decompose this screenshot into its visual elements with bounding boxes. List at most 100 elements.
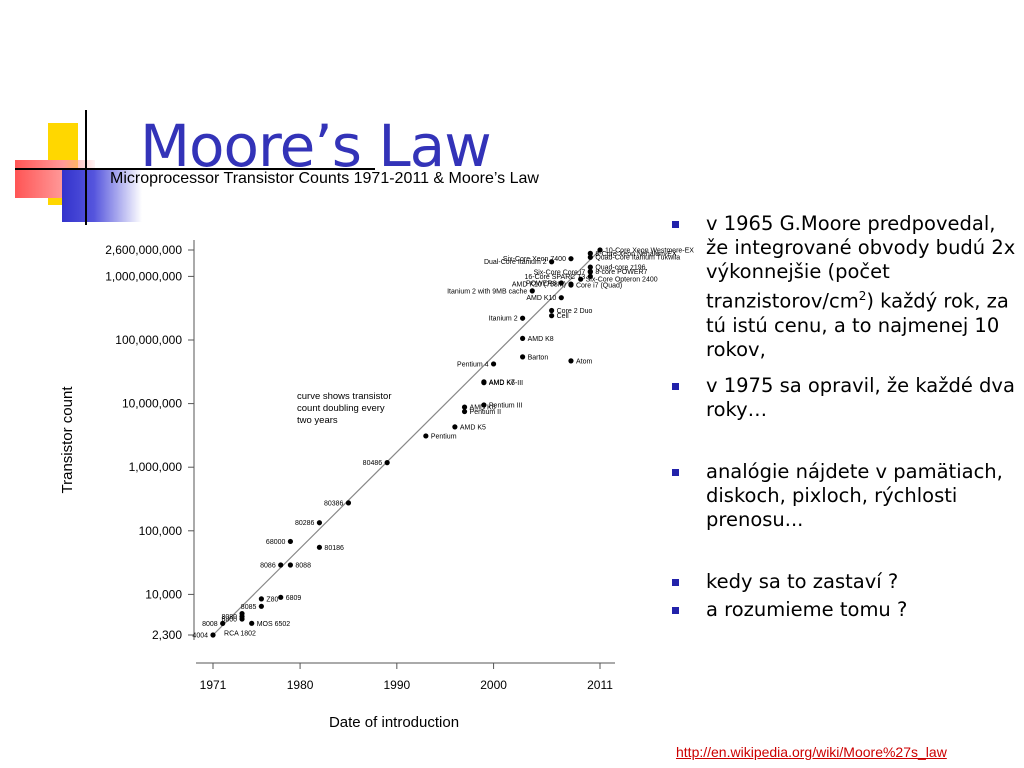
data-point-label: Pentium II bbox=[470, 409, 502, 416]
data-point-label: 8088 bbox=[295, 562, 311, 569]
bullet-item-2: v 1975 sa opravil, že každé dva roky… bbox=[672, 374, 1017, 422]
data-point bbox=[258, 596, 264, 602]
data-point-label: Itanium 2 with 9MB cache bbox=[447, 288, 527, 295]
data-point-label: 8-core POWER7 bbox=[595, 269, 647, 276]
bullet-item-3: analógie nájdete v pamätiach, diskoch, p… bbox=[672, 460, 1017, 532]
square-bullet-icon bbox=[672, 382, 679, 390]
y-tick-label: 2,300 bbox=[152, 628, 182, 642]
data-point-label: Core 2 Duo bbox=[557, 308, 593, 315]
square-bullet-icon bbox=[672, 221, 679, 228]
data-point bbox=[461, 404, 468, 410]
data-point bbox=[558, 280, 564, 286]
source-link[interactable]: http://en.wikipedia.org/wiki/Moore%27s_l… bbox=[676, 744, 947, 760]
data-point-label: Barton bbox=[528, 354, 549, 361]
square-bullet-icon bbox=[672, 468, 679, 476]
data-point bbox=[316, 520, 323, 526]
data-point-label: Z80 bbox=[266, 596, 278, 603]
bullet-item-1: v 1965 G.Moore predpovedal, že integrova… bbox=[672, 212, 1017, 362]
data-point-label: 8085 bbox=[241, 604, 257, 611]
data-point-label: Pentium 4 bbox=[457, 361, 489, 368]
decor-vertical-line bbox=[85, 110, 87, 225]
data-point bbox=[587, 264, 593, 270]
data-point bbox=[461, 408, 468, 415]
bullet-list: v 1965 G.Moore predpovedal, že integrova… bbox=[672, 212, 1017, 622]
data-point-label: AMD K6-III bbox=[489, 380, 523, 387]
y-tick-label: 2,600,000,000 bbox=[105, 243, 182, 257]
data-point bbox=[597, 247, 603, 253]
x-tick-label: 2000 bbox=[480, 678, 507, 692]
y-tick-label: 1,000,000,000 bbox=[105, 269, 182, 283]
data-point-label: Six-Core Opteron 2400 bbox=[586, 277, 658, 284]
data-point bbox=[481, 379, 487, 385]
y-tick-label: 1,000,000 bbox=[129, 460, 183, 474]
data-point-label: Dual-Core Itanium 2 bbox=[484, 259, 547, 266]
data-point bbox=[529, 288, 535, 294]
x-tick-label: 1980 bbox=[287, 678, 314, 692]
data-point-label: Core i7 (Quad) bbox=[576, 283, 622, 290]
chart-title: Microprocessor Transistor Counts 1971-20… bbox=[110, 170, 539, 187]
data-point-label: AMD K10 (758M) bbox=[512, 282, 566, 289]
trend-line bbox=[212, 249, 601, 636]
data-point-label: AMD K10 bbox=[526, 295, 556, 302]
data-point bbox=[345, 500, 352, 506]
data-point-label: 8008 bbox=[202, 621, 218, 628]
data-point-label: AMD K6 bbox=[470, 405, 496, 412]
data-point bbox=[316, 544, 323, 550]
data-point-label: Pentium bbox=[431, 433, 457, 440]
data-point bbox=[210, 632, 216, 638]
slide-title: Moore’s Law bbox=[140, 112, 492, 180]
data-point bbox=[587, 273, 593, 279]
data-point-label: AMD K7 bbox=[489, 379, 515, 386]
data-point bbox=[568, 281, 574, 287]
data-point-label: 6809 bbox=[286, 595, 302, 602]
y-tick-label: 10,000 bbox=[145, 587, 182, 601]
y-tick-label: 100,000 bbox=[139, 524, 183, 538]
data-point-label: 80286 bbox=[295, 520, 315, 527]
data-point bbox=[520, 315, 526, 321]
data-point bbox=[490, 361, 497, 367]
data-point-label: 8-Core Xeon Nehalem-EX bbox=[595, 251, 677, 258]
data-point bbox=[239, 610, 245, 617]
data-point bbox=[520, 354, 526, 360]
chart-axes: 2,300 10,000 100,000 1,000,000 10,000,000 100… bbox=[105, 240, 615, 692]
data-point-label: Pentium III bbox=[489, 403, 523, 410]
data-point-label: 4004 bbox=[192, 633, 208, 640]
data-point bbox=[423, 433, 429, 439]
x-tick-label: 1971 bbox=[200, 678, 227, 692]
data-point bbox=[558, 295, 564, 301]
data-point bbox=[520, 335, 526, 342]
data-point bbox=[278, 562, 284, 568]
data-point-label: Six-Core Core i7 bbox=[534, 270, 586, 277]
data-point-label: 6800 bbox=[221, 617, 237, 624]
annotation-line: two years bbox=[297, 415, 338, 426]
annotation-line: count doubling every bbox=[297, 403, 385, 414]
data-point bbox=[249, 620, 255, 626]
x-axis-label: Date of introduction bbox=[329, 714, 459, 731]
decor-horizontal-line bbox=[15, 168, 375, 170]
bullet-item-4: kedy sa to zastaví ? bbox=[672, 570, 1017, 594]
data-point-label: 10-Core Xeon Westmere-EX bbox=[605, 248, 694, 255]
data-point bbox=[278, 594, 284, 600]
square-bullet-icon bbox=[672, 606, 679, 614]
data-point-label: Six-Core Xeon 7400 bbox=[503, 256, 566, 263]
data-point bbox=[568, 256, 574, 262]
data-point bbox=[587, 254, 593, 260]
annotation-line: curve shows transistor bbox=[297, 391, 392, 402]
bullet-item-5: a rozumieme tomu ? bbox=[672, 598, 1017, 622]
data-point bbox=[549, 313, 555, 319]
data-point-label: 8086 bbox=[260, 562, 276, 569]
data-point-label: MOS 6502 bbox=[257, 621, 291, 628]
y-axis-label: Transistor count bbox=[59, 386, 76, 494]
data-point bbox=[287, 538, 293, 545]
y-tick-label: 100,000,000 bbox=[115, 333, 182, 347]
chart-annotation: curve shows transistor count doubling eve… bbox=[297, 391, 392, 426]
data-point bbox=[452, 424, 458, 430]
y-tick-label: 10,000,000 bbox=[122, 397, 182, 411]
x-tick-label: 1990 bbox=[383, 678, 410, 692]
data-point bbox=[568, 358, 574, 364]
data-point bbox=[384, 460, 390, 466]
data-point-label: RCA 1802 bbox=[224, 631, 256, 638]
data-point-label: Atom bbox=[576, 358, 593, 365]
data-point bbox=[239, 616, 245, 622]
